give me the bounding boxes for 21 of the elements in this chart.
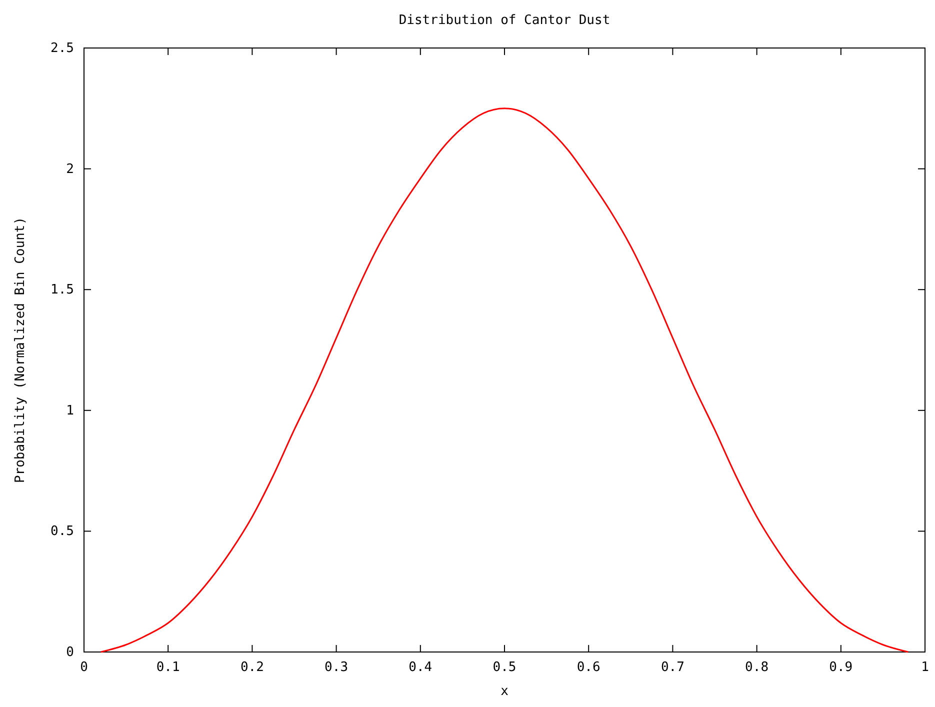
x-tick-label: 0 [80, 660, 88, 675]
x-tick-label: 0.3 [324, 660, 348, 675]
x-tick-label: 1 [921, 660, 929, 675]
y-tick-label: 0 [66, 645, 74, 660]
x-tick-label: 0.1 [156, 660, 180, 675]
x-tick-label: 0.5 [492, 660, 516, 675]
x-tick-label: 0.7 [660, 660, 684, 675]
x-tick-label: 0.6 [576, 660, 600, 675]
x-tick-label: 0.9 [829, 660, 853, 675]
y-axis-title: Probability (Normalized Bin Count) [13, 216, 28, 484]
x-tick-label: 0.8 [745, 660, 769, 675]
y-tick-label: 2.5 [50, 41, 74, 56]
line-series [100, 108, 909, 653]
chart-title: Distribution of Cantor Dust [398, 13, 610, 28]
x-axis-title: x [500, 684, 509, 699]
x-tick-label: 0.2 [240, 660, 264, 675]
y-tick-label: 1 [66, 403, 74, 418]
y-tick-label: 1.5 [50, 282, 74, 298]
y-tick-label: 2 [66, 162, 74, 177]
y-tick-label: 0.5 [50, 524, 74, 540]
x-tick-label: 0.4 [408, 660, 432, 675]
